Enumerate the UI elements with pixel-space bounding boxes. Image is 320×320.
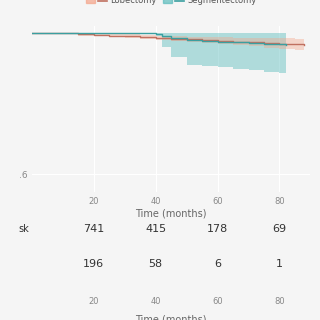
Text: 196: 196 bbox=[83, 259, 104, 269]
Text: 60: 60 bbox=[212, 297, 223, 306]
Text: 20: 20 bbox=[89, 297, 99, 306]
Text: Time (months): Time (months) bbox=[135, 315, 207, 320]
Text: 40: 40 bbox=[150, 297, 161, 306]
Text: 741: 741 bbox=[83, 224, 105, 234]
Text: 178: 178 bbox=[207, 224, 228, 234]
Text: 415: 415 bbox=[145, 224, 166, 234]
Text: 6: 6 bbox=[214, 259, 221, 269]
Text: 1: 1 bbox=[276, 259, 283, 269]
Text: 69: 69 bbox=[272, 224, 286, 234]
Legend: Lobectomy, Segmentectomy: Lobectomy, Segmentectomy bbox=[83, 0, 260, 9]
Text: 80: 80 bbox=[274, 297, 285, 306]
X-axis label: Time (months): Time (months) bbox=[135, 209, 207, 219]
Text: 58: 58 bbox=[149, 259, 163, 269]
Text: sk: sk bbox=[19, 224, 29, 234]
